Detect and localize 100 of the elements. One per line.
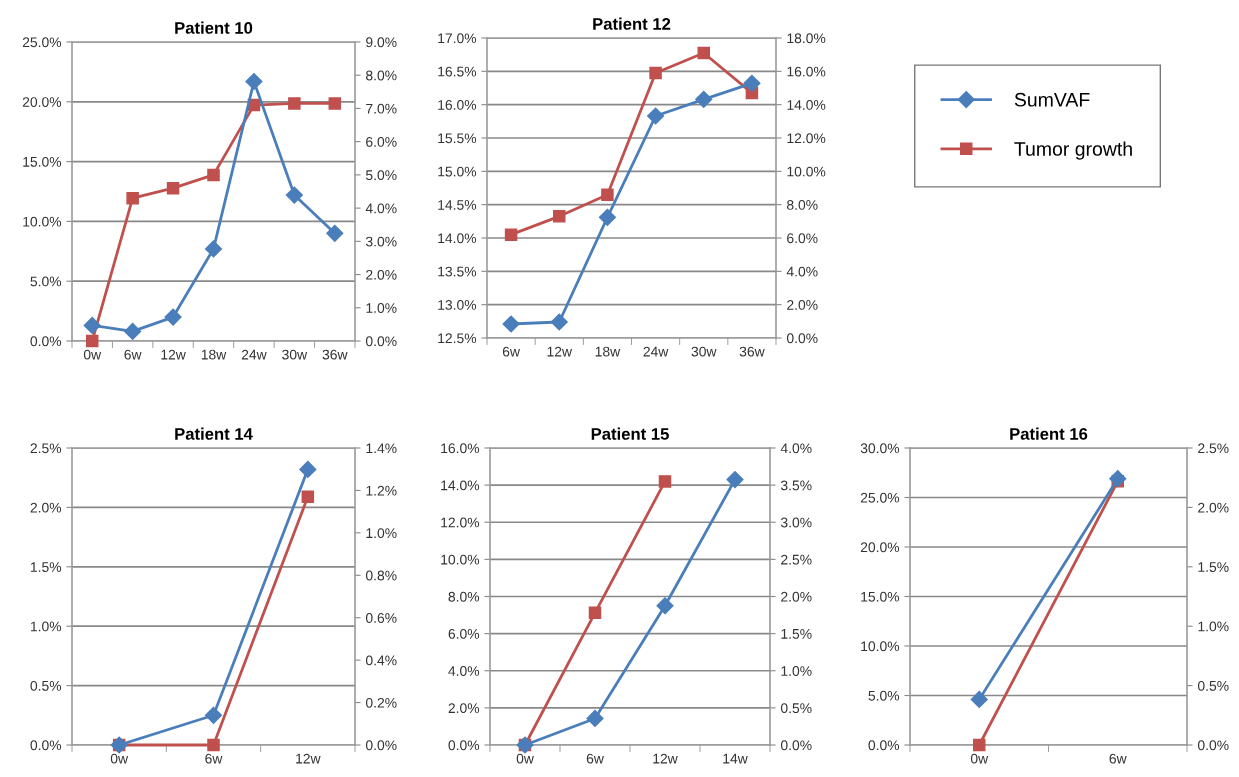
point xyxy=(695,90,713,108)
point xyxy=(126,191,139,205)
x-tick-label: 6w xyxy=(502,346,520,357)
x-tick-label: 0w xyxy=(83,349,102,360)
y-tick-label: 14.0% xyxy=(441,480,480,491)
y2-tick-label: 5.0% xyxy=(365,170,397,181)
y2-tick-label: 1.4% xyxy=(366,443,397,454)
y2-tick-label: 8.0% xyxy=(366,70,397,81)
y-tick-label: 25.0% xyxy=(22,37,62,48)
y-tick-label: 25.0% xyxy=(860,492,900,503)
x-tick-label: 12w xyxy=(547,346,573,357)
x-tick-label: 0w xyxy=(516,753,534,764)
y-tick-label: 0.0% xyxy=(30,740,62,751)
legend-label: Tumor growth xyxy=(1014,141,1132,160)
point xyxy=(288,97,301,110)
x-tick-label: 30w xyxy=(691,346,717,357)
y2-tick-label: 0.4% xyxy=(365,655,397,666)
y2-tick-label: 2.0% xyxy=(787,300,818,310)
chart-title: Patient 12 xyxy=(593,17,671,30)
y-tick-label: 1.5% xyxy=(30,562,62,572)
x-tick-label: 12w xyxy=(161,349,186,360)
point xyxy=(658,475,672,488)
point xyxy=(601,188,614,201)
y2-tick-label: 2.5% xyxy=(1198,443,1229,454)
y2-tick-label: 14.0% xyxy=(787,100,826,110)
chart-title: Patient 14 xyxy=(175,427,253,440)
x-tick-label: 12w xyxy=(296,753,321,764)
y-tick-label: 16.0% xyxy=(438,100,477,110)
y-tick-label: 20.0% xyxy=(22,97,62,107)
x-tick-label: 36w xyxy=(322,349,348,360)
x-tick-label: 6w xyxy=(205,753,223,764)
legend-label: SumVAF xyxy=(1014,92,1090,107)
y-tick-label: 5.0% xyxy=(30,276,62,287)
y-tick-label: 10.0% xyxy=(23,216,62,227)
y-tick-label: 13.5% xyxy=(438,266,477,277)
point xyxy=(245,72,263,91)
chart-title: Patient 10 xyxy=(175,21,253,34)
y2-tick-label: 10.0% xyxy=(787,166,826,177)
y2-tick-label: 6.0% xyxy=(787,233,818,244)
point xyxy=(83,316,101,335)
y2-tick-label: 0.6% xyxy=(365,613,397,623)
y-tick-label: 14.0% xyxy=(438,233,477,244)
y2-tick-label: 0.8% xyxy=(365,570,397,581)
y2-tick-label: 3.0% xyxy=(365,236,397,247)
y2-tick-label: 2.5% xyxy=(781,554,812,565)
y2-tick-label: 1.0% xyxy=(781,666,812,676)
y-tick-label: 0.0% xyxy=(30,336,62,347)
point xyxy=(124,322,142,340)
x-tick-label: 0w xyxy=(970,753,989,764)
y2-tick-label: 12.0% xyxy=(787,133,826,144)
y2-tick-label: 3.0% xyxy=(780,517,812,528)
y2-tick-label: 2.0% xyxy=(1198,502,1229,513)
y2-tick-label: 7.0% xyxy=(366,103,397,114)
point xyxy=(85,334,99,348)
x-tick-label: 24w xyxy=(643,346,669,357)
x-tick-label: 6w xyxy=(586,753,604,764)
y2-tick-label: 8.0% xyxy=(787,200,818,210)
y2-tick-label: 0.2% xyxy=(365,697,397,708)
y2-tick-label: 0.0% xyxy=(780,740,812,751)
y-tick-label: 13.0% xyxy=(438,300,477,310)
point xyxy=(647,107,665,125)
y-tick-label: 0.0% xyxy=(448,740,480,751)
x-tick-label: 6w xyxy=(124,349,142,360)
point xyxy=(649,66,662,80)
y-tick-label: 30.0% xyxy=(860,443,900,454)
y2-tick-label: 0.0% xyxy=(365,336,397,347)
point xyxy=(588,606,602,620)
y2-tick-label: 0.0% xyxy=(786,333,818,344)
y2-tick-label: 2.0% xyxy=(366,269,397,280)
point xyxy=(504,228,518,241)
point xyxy=(656,597,674,615)
y-tick-label: 16.0% xyxy=(441,443,480,454)
y-tick-label: 2.5% xyxy=(30,443,62,454)
y-tick-label: 10.0% xyxy=(441,554,480,565)
y-tick-label: 8.0% xyxy=(448,591,480,602)
point xyxy=(207,168,220,182)
point xyxy=(586,709,604,728)
y2-tick-label: 1.0% xyxy=(1198,621,1229,632)
x-tick-label: 36w xyxy=(739,346,765,357)
y2-tick-label: 6.0% xyxy=(366,137,397,147)
y-tick-label: 6.0% xyxy=(448,628,480,639)
point xyxy=(598,208,616,226)
y-tick-label: 5.0% xyxy=(868,690,900,701)
y2-tick-label: 18.0% xyxy=(787,33,826,44)
y-tick-label: 1.0% xyxy=(30,621,62,632)
y2-tick-label: 1.0% xyxy=(366,528,397,539)
point xyxy=(502,315,520,333)
x-tick-label: 24w xyxy=(241,349,267,360)
x-tick-label: 18w xyxy=(201,349,227,360)
y2-tick-label: 1.2% xyxy=(366,485,397,496)
point xyxy=(204,240,223,258)
y2-tick-label: 16.0% xyxy=(787,66,826,77)
y-tick-label: 17.0% xyxy=(438,33,477,44)
point xyxy=(285,186,303,204)
chart-title: Patient 15 xyxy=(591,427,669,440)
y-tick-label: 15.0% xyxy=(438,166,477,177)
x-tick-label: 14w xyxy=(723,753,748,764)
point xyxy=(164,308,182,326)
chart-title: Patient 16 xyxy=(1010,427,1088,440)
y-tick-label: 15.5% xyxy=(438,133,477,144)
